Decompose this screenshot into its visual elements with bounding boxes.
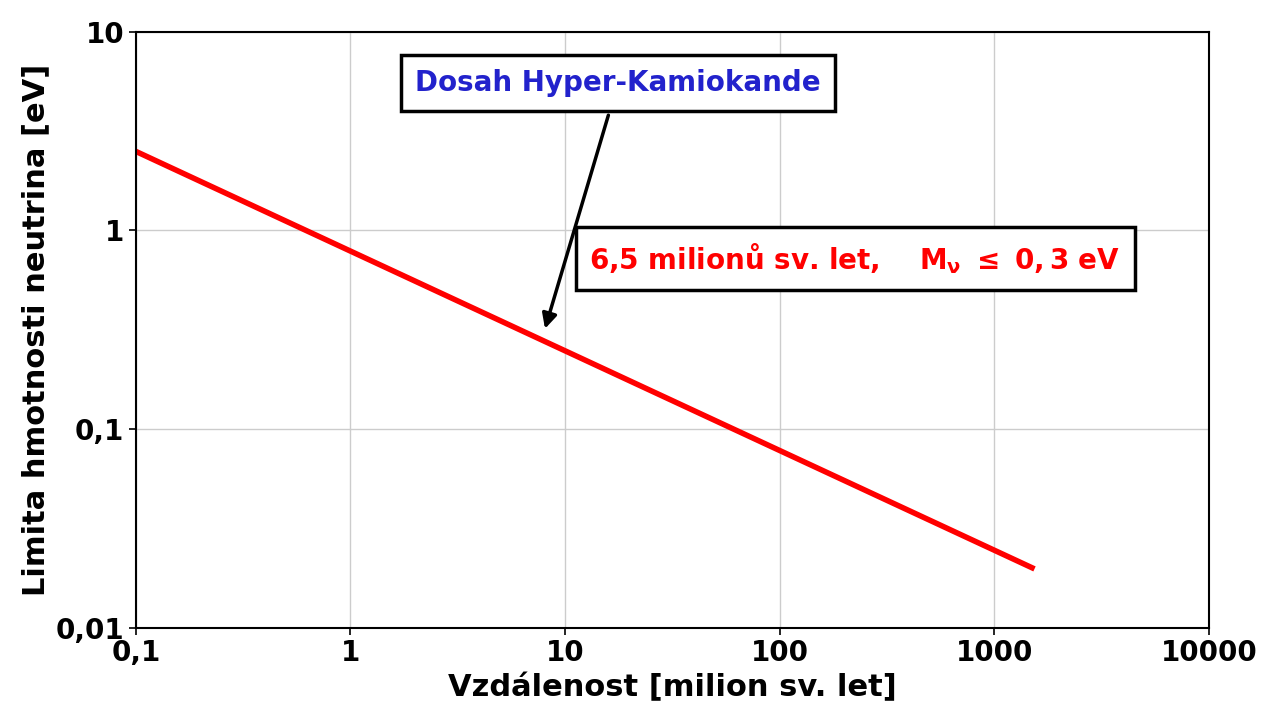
- X-axis label: Vzdálenost [milion sv. let]: Vzdálenost [milion sv. let]: [447, 673, 897, 702]
- Text: Dosah Hyper-Kamiokande: Dosah Hyper-Kamiokande: [415, 69, 820, 325]
- Y-axis label: Limita hmotnosti neutrina [eV]: Limita hmotnosti neutrina [eV]: [20, 64, 50, 596]
- Text: 6,5 milionů sv. let,    $\mathbf{M_{\nu}}$ $\mathbf{\leq}$ $\mathbf{0,3\ eV}$: 6,5 milionů sv. let, $\mathbf{M_{\nu}}$ …: [589, 241, 1121, 276]
